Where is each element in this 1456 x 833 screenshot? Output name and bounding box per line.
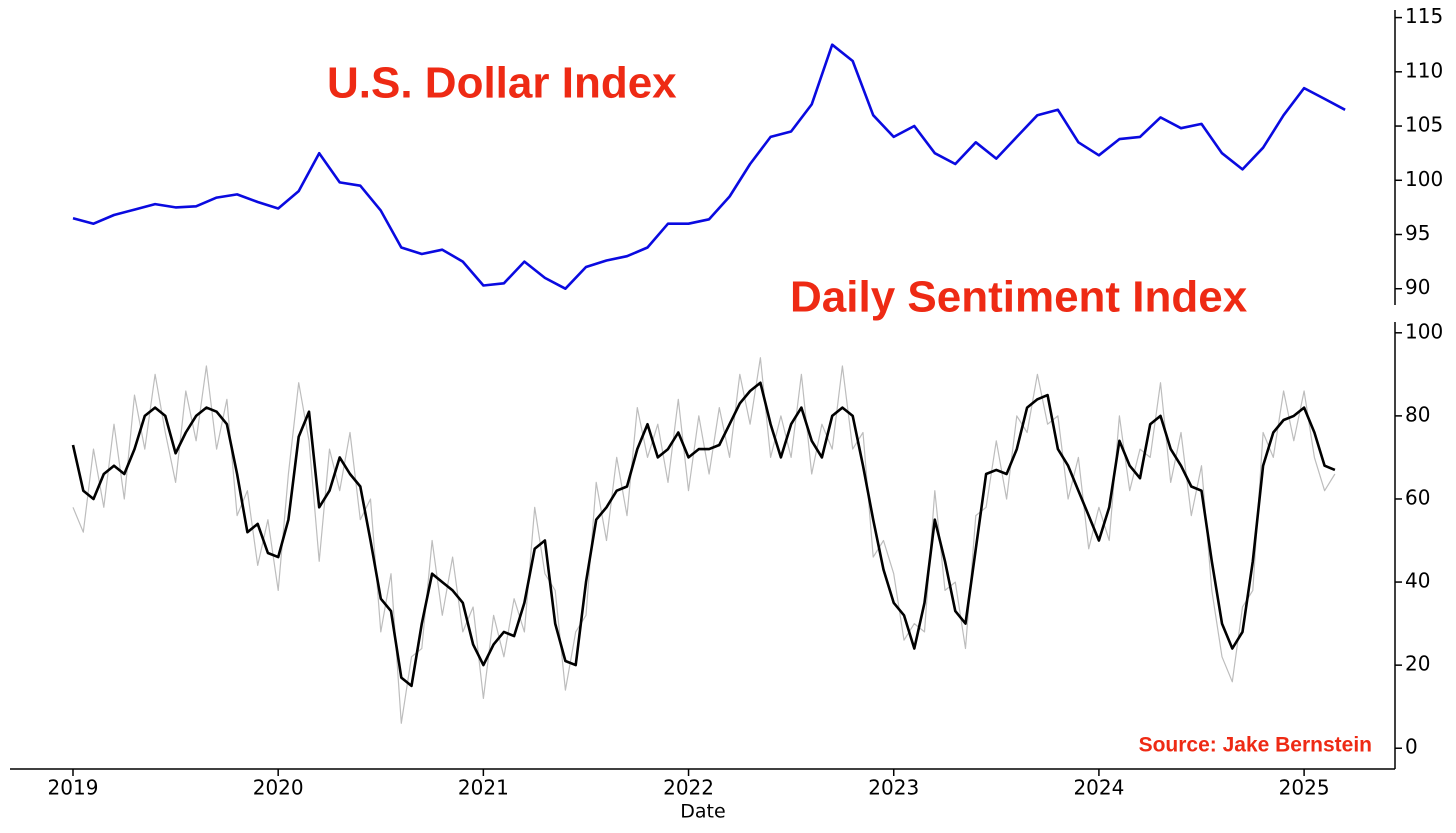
- x-tick-label: 2025: [1279, 776, 1330, 800]
- x-tick-label: 2020: [253, 776, 304, 800]
- x-tick-label: 2021: [458, 776, 509, 800]
- y-tick-label: 90: [1405, 275, 1430, 299]
- data-line: [72, 43, 1346, 290]
- x-tick-label: 2022: [663, 776, 714, 800]
- x-tick-label: 2023: [868, 776, 919, 800]
- x-tick-label: 2024: [1073, 776, 1124, 800]
- y-tick-label: 100: [1405, 319, 1443, 343]
- y-tick-label: 105: [1405, 113, 1443, 137]
- y-tick-label: 115: [1405, 4, 1443, 28]
- y-tick-label: 60: [1405, 485, 1430, 509]
- y-tick-label: 100: [1405, 167, 1443, 191]
- data-line: [71, 381, 1336, 688]
- y-tick-label: 80: [1405, 402, 1430, 426]
- chart-title: Daily Sentiment Index: [790, 273, 1248, 322]
- y-tick-label: 95: [1405, 221, 1430, 245]
- chart-title: U.S. Dollar Index: [327, 59, 677, 108]
- y-tick-label: 0: [1405, 735, 1418, 759]
- y-tick-label: 110: [1405, 58, 1443, 82]
- y-tick-label: 20: [1405, 652, 1430, 676]
- x-axis-label: Date: [680, 801, 725, 823]
- x-tick-label: 2019: [48, 776, 99, 800]
- y-tick-label: 40: [1405, 569, 1430, 593]
- source-note: Source: Jake Bernstein: [1139, 734, 1372, 757]
